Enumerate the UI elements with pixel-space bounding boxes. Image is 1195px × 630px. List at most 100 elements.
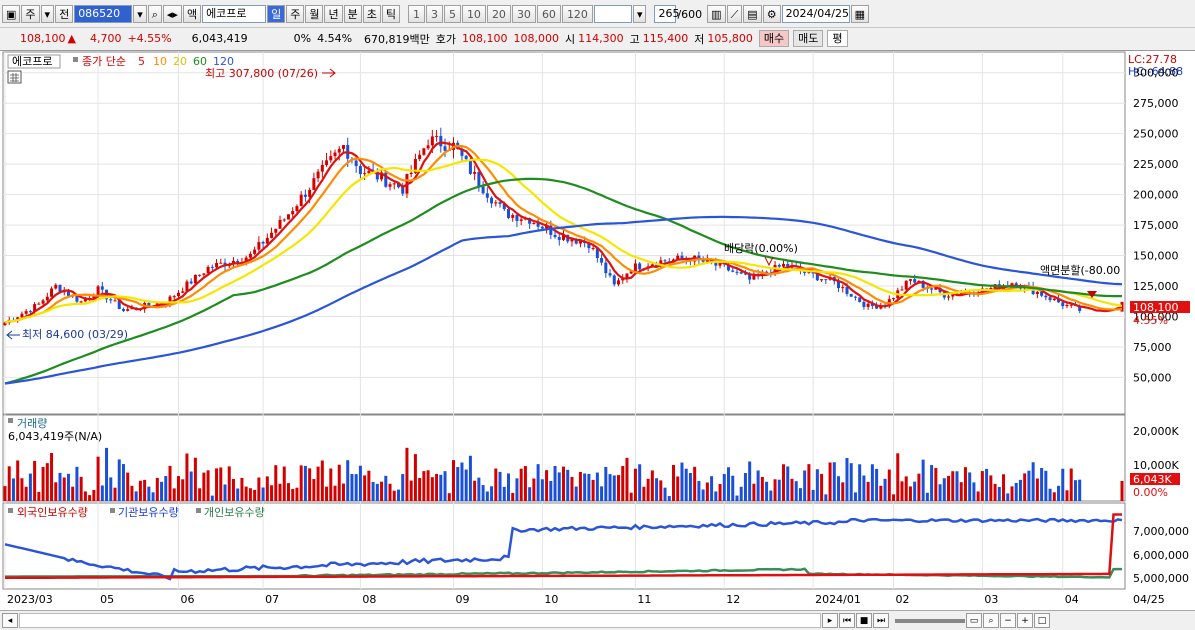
line-tool-icon[interactable]: ⟋ <box>726 5 743 23</box>
volume-bar <box>1052 492 1056 501</box>
quote-infobar: 108,100 ▲ 4,700 +4.55% 6,043,419 0% 4.54… <box>0 27 1195 49</box>
volume-bar <box>79 476 83 501</box>
interval-20-button[interactable]: 20 <box>486 5 511 23</box>
period-month-button[interactable]: 월 <box>305 5 324 23</box>
zoom-search-icon[interactable]: ⌕ <box>983 613 999 628</box>
candle-body <box>54 284 58 289</box>
print-icon[interactable]: ▤ <box>743 5 762 23</box>
last-page-icon[interactable]: ⏭ <box>873 613 889 628</box>
interval-custom-input[interactable] <box>593 5 632 23</box>
volume-bar <box>130 485 134 501</box>
volume-bar <box>506 473 510 501</box>
scroll-right-icon[interactable]: ▸ <box>822 613 838 628</box>
chart-scrollbar[interactable]: ◂ ▸ ⏮ ■ ⏭ ▭ ⌕ − + □ <box>0 610 1195 630</box>
volume-bar <box>727 467 731 501</box>
interval-120-button[interactable]: 120 <box>561 5 593 23</box>
interval-30-button[interactable]: 30 <box>511 5 536 23</box>
chart-area[interactable]: 에코프로 종가 단순 5 10 20 60 120 최고 307,800 (07… <box>0 50 1195 611</box>
candle-body <box>473 171 477 174</box>
candle-body <box>1052 298 1056 301</box>
flat-button[interactable]: 평 <box>827 30 848 47</box>
period-tick-button[interactable]: 틱 <box>381 5 400 23</box>
date-input[interactable]: 2024/04/25 <box>781 5 850 23</box>
candle-icon[interactable]: ▥ <box>707 5 726 23</box>
scroll-track[interactable] <box>19 613 821 628</box>
candle-body <box>727 264 731 271</box>
table-icon[interactable] <box>7 70 22 84</box>
interval-dropdown-icon[interactable]: ▾ <box>632 5 647 23</box>
period-day-button[interactable]: 일 <box>267 5 286 23</box>
zoom-track[interactable] <box>895 618 965 623</box>
interval-5-button[interactable]: 5 <box>443 5 461 23</box>
prev-button[interactable]: 전 <box>55 5 74 23</box>
candle-body <box>870 303 874 307</box>
screen-icon[interactable]: ▣ <box>2 5 21 23</box>
volume-bar <box>536 464 540 501</box>
gear-icon[interactable]: ⚙ <box>762 5 781 23</box>
ma20-line <box>4 158 1123 324</box>
scroll-left-icon[interactable]: ◂ <box>2 613 18 628</box>
volume-bar <box>663 487 667 501</box>
candle-body <box>172 296 176 298</box>
low-arrow-icon <box>6 330 20 340</box>
volume-bar <box>600 486 604 501</box>
search-icon[interactable]: ⌕ <box>147 5 162 23</box>
candle-body <box>291 211 295 215</box>
volume-bar <box>993 483 997 501</box>
legend-ma20: 20 <box>173 55 187 68</box>
volume-bar <box>617 475 621 501</box>
speaker-icon[interactable]: ◂▸ <box>162 5 182 23</box>
volume-bar <box>650 470 654 501</box>
period-second-button[interactable]: 초 <box>362 5 381 23</box>
candle-body <box>282 219 286 221</box>
stock-code-input[interactable]: 086520 <box>74 5 133 23</box>
zoom-slider-icon[interactable]: ▭ <box>966 613 982 628</box>
zoom-out-icon[interactable]: − <box>1000 613 1016 628</box>
volume-bar <box>181 479 185 501</box>
first-page-icon[interactable]: ⏮ <box>839 613 855 628</box>
candle-body <box>862 301 866 307</box>
interval-3-button[interactable]: 3 <box>425 5 443 23</box>
volume-bars <box>3 447 1124 501</box>
zoom-in-icon[interactable]: + <box>1017 613 1033 628</box>
candle-body <box>435 135 439 137</box>
buy-button[interactable]: 매수 <box>758 30 790 47</box>
candle-body <box>354 160 358 167</box>
chevron-down-icon[interactable]: ▾ <box>40 5 55 23</box>
volume-bar <box>883 478 887 501</box>
sell-button[interactable]: 매도 <box>793 30 824 47</box>
split-marker-icon <box>1087 291 1097 298</box>
volume-bar <box>451 460 455 501</box>
volume-bar <box>1027 470 1031 501</box>
volume-bar <box>837 476 841 501</box>
volume-bar <box>1069 468 1073 501</box>
price-tick-label: 225,000 <box>1133 158 1179 171</box>
volume-bar <box>7 466 11 501</box>
volume-bar <box>528 487 532 501</box>
stock-name-field[interactable]: 에코프로 <box>202 5 267 23</box>
date-axis: 2023/03 05 06 07 08 09 10 11 12 2024/01 02 03 04 <box>7 593 1079 606</box>
volume-bar <box>3 486 7 501</box>
stop-icon[interactable]: ■ <box>856 613 872 628</box>
calendar-icon[interactable]: ▦ <box>850 5 869 23</box>
candle-body <box>663 260 667 262</box>
candle-body <box>600 258 604 263</box>
period-select[interactable]: 주 <box>21 5 40 23</box>
period-minute-button[interactable]: 분 <box>343 5 362 23</box>
interval-60-button[interactable]: 60 <box>536 5 561 23</box>
legend-ma5: 5 <box>138 55 145 68</box>
interval-10-button[interactable]: 10 <box>461 5 486 23</box>
period-year-button[interactable]: 년 <box>324 5 343 23</box>
fit-icon[interactable]: □ <box>1034 613 1050 628</box>
candle-body <box>333 152 337 157</box>
candle-body <box>617 280 621 285</box>
code-dropdown-icon[interactable]: ▾ <box>133 5 147 23</box>
interval-1-button[interactable]: 1 <box>407 5 425 23</box>
volume-bar <box>858 464 862 501</box>
count-input[interactable]: 265 <box>654 5 679 23</box>
period-week-button[interactable]: 주 <box>286 5 305 23</box>
candle-body <box>930 288 934 290</box>
candle-body <box>325 160 329 165</box>
stock-chart[interactable]: 에코프로 종가 단순 5 10 20 60 120 최고 307,800 (07… <box>0 51 1195 611</box>
volume-bar <box>963 467 967 501</box>
